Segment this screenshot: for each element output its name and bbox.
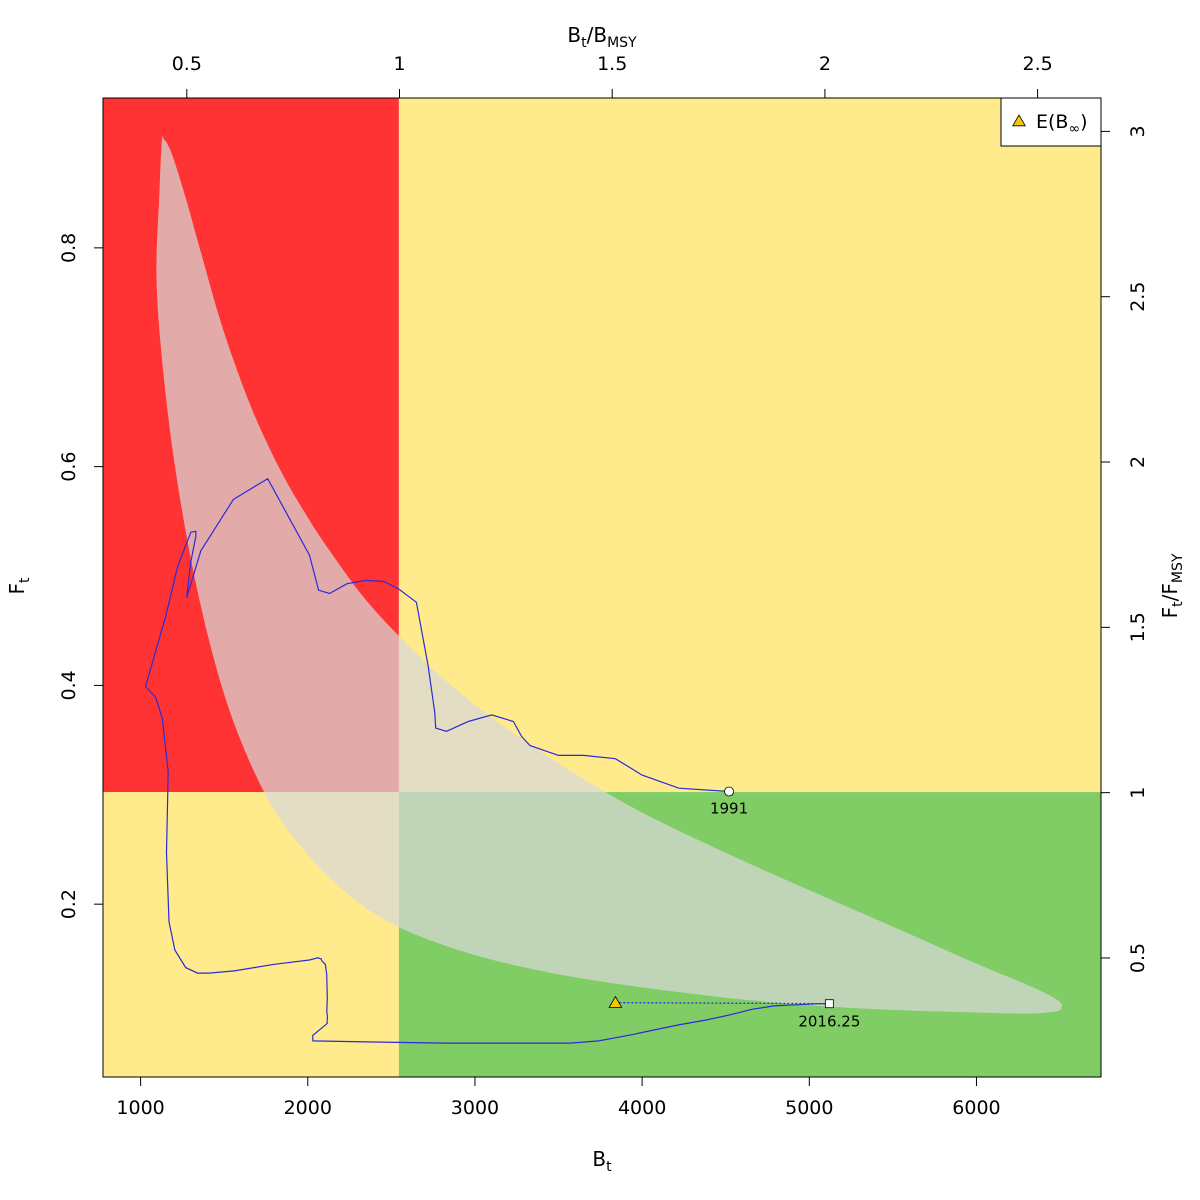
zone-overfishing-only — [398, 98, 1101, 793]
x2-tick-label: 1 — [393, 53, 405, 75]
y-axis-left: 0.2 0.4 0.6 0.8 — [58, 233, 103, 919]
y2-tick-label: 1 — [1127, 787, 1149, 799]
y2-tick-label: 1.5 — [1127, 612, 1149, 642]
x-axis-title: Bt — [592, 1147, 612, 1175]
legend-label: E(B∞) — [1036, 111, 1088, 137]
start-year-label: 1991 — [710, 800, 748, 818]
end-point-marker — [824, 999, 834, 1009]
x-tick-label: 6000 — [952, 1097, 1000, 1119]
trajectory-line — [144, 477, 830, 1044]
x-tick-label: 4000 — [618, 1097, 666, 1119]
y2-tick-label: 0.5 — [1127, 943, 1149, 973]
x2-tick-label: 2.5 — [1023, 53, 1053, 75]
y2-tick-label: 2.5 — [1127, 282, 1149, 312]
y2-tick-label: 3 — [1127, 125, 1149, 137]
x-tick-label: 2000 — [284, 1097, 332, 1119]
x2-axis-title: Bt/BMSY — [567, 23, 637, 51]
legend-triangle-icon — [1012, 114, 1026, 127]
x-tick-label: 5000 — [785, 1097, 833, 1119]
y2-axis-title: Ft/FMSY — [1158, 553, 1186, 618]
x2-tick-label: 2 — [819, 53, 831, 75]
x-tick-label: 3000 — [451, 1097, 499, 1119]
expected-biomass-marker — [608, 995, 623, 1008]
y-tick-label: 0.2 — [58, 889, 80, 919]
end-year-label: 2016.25 — [798, 1013, 860, 1031]
x2-tick-label: 0.5 — [172, 53, 202, 75]
status-zones — [103, 98, 1101, 1077]
y-tick-label: 0.8 — [58, 233, 80, 263]
legend: E(B∞) — [1000, 97, 1102, 147]
start-point-marker — [724, 786, 734, 797]
x2-tick-label: 1.5 — [597, 53, 627, 75]
x-axis-top: 0.5 1 1.5 2 2.5 — [172, 53, 1053, 98]
y-axis-right: 0.5 1 1.5 2 2.5 3 — [1101, 125, 1149, 973]
confidence-region — [156, 136, 1062, 1014]
y-axis-title: Ft — [5, 577, 33, 595]
x-axis-bottom: 1000 2000 3000 4000 5000 6000 — [116, 1076, 1001, 1119]
y-tick-label: 0.6 — [58, 451, 80, 481]
y2-tick-label: 2 — [1127, 456, 1149, 468]
x-tick-label: 1000 — [116, 1097, 164, 1119]
y-tick-label: 0.4 — [58, 670, 80, 700]
